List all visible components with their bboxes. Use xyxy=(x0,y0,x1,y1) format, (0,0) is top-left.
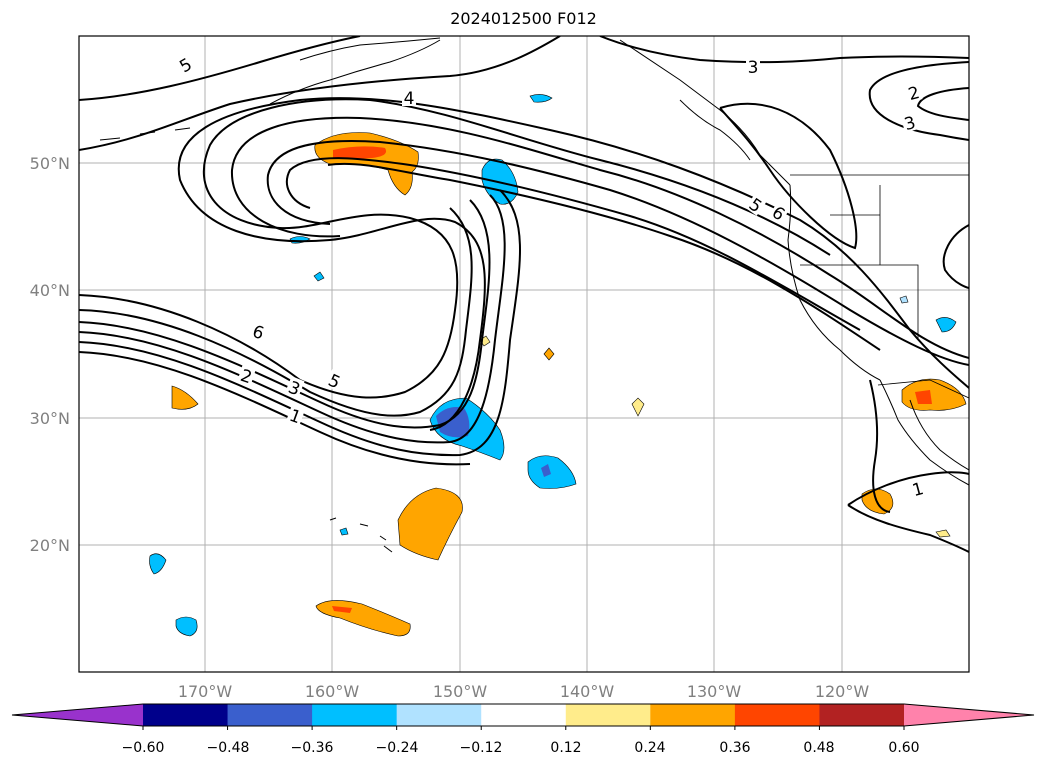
lat-label: 50°N xyxy=(30,154,70,173)
map-frame xyxy=(78,35,970,673)
contour-label: 2 xyxy=(906,83,922,105)
contour-label: 3 xyxy=(902,113,918,135)
colorbar-segment xyxy=(734,704,820,726)
colorbar xyxy=(11,703,1035,730)
colorbar-segment xyxy=(481,704,567,726)
lon-label: 170°W xyxy=(178,682,233,701)
lat-label: 40°N xyxy=(30,281,70,300)
graticule xyxy=(79,36,969,672)
colorbar-tick: −0.36 xyxy=(291,740,334,756)
lon-label: 120°W xyxy=(815,682,870,701)
longitude-labels: 170°W 160°W 150°W 140°W 130°W 120°W xyxy=(178,682,870,701)
map-title: 2024012500 F012 xyxy=(450,9,597,28)
lon-label: 130°W xyxy=(687,682,742,701)
map-area: 5 4 3 2 3 5 6 6 2 3 5 1 1 xyxy=(79,36,969,672)
colorbar-segment xyxy=(650,704,736,726)
colorbar-segment xyxy=(819,704,905,726)
colorbar-segment xyxy=(565,704,651,726)
colorbar-tick: 0.60 xyxy=(888,740,919,756)
contour-label-layer: 5 4 3 2 3 5 6 6 2 3 5 1 1 xyxy=(174,52,927,501)
lon-label: 160°W xyxy=(305,682,360,701)
colorbar-tick: 0.24 xyxy=(634,740,665,756)
colorbar-extend-low xyxy=(12,704,143,726)
colorbar-segment xyxy=(396,704,482,726)
contour-label: 3 xyxy=(748,58,759,78)
contour-label: 1 xyxy=(910,479,926,501)
lat-label: 20°N xyxy=(30,536,70,555)
borders xyxy=(790,174,969,399)
colorbar-tick: −0.60 xyxy=(122,740,165,756)
colorbar-extend-high xyxy=(904,704,1034,726)
latitude-labels: 50°N 40°N 30°N 20°N xyxy=(30,154,70,555)
coastlines xyxy=(99,37,969,553)
colorbar-tick: 0.12 xyxy=(550,740,581,756)
lon-label: 150°W xyxy=(433,682,488,701)
colorbar-segment xyxy=(143,704,229,726)
colorbar-tick: −0.48 xyxy=(207,740,250,756)
lat-label: 30°N xyxy=(30,409,70,428)
colorbar-tick: −0.24 xyxy=(376,740,419,756)
colorbar-tick: 0.48 xyxy=(803,740,834,756)
contour-lines xyxy=(79,36,969,553)
colorbar-tick: −0.12 xyxy=(460,740,503,756)
contour-label: 4 xyxy=(404,89,415,109)
colorbar-segment xyxy=(227,704,313,726)
colorbar-tick: 0.36 xyxy=(719,740,750,756)
colorbar-tick-labels: −0.60 −0.48 −0.36 −0.24 −0.12 0.12 0.24 … xyxy=(122,740,920,756)
lon-label: 140°W xyxy=(560,682,615,701)
colorbar-segment xyxy=(312,704,398,726)
